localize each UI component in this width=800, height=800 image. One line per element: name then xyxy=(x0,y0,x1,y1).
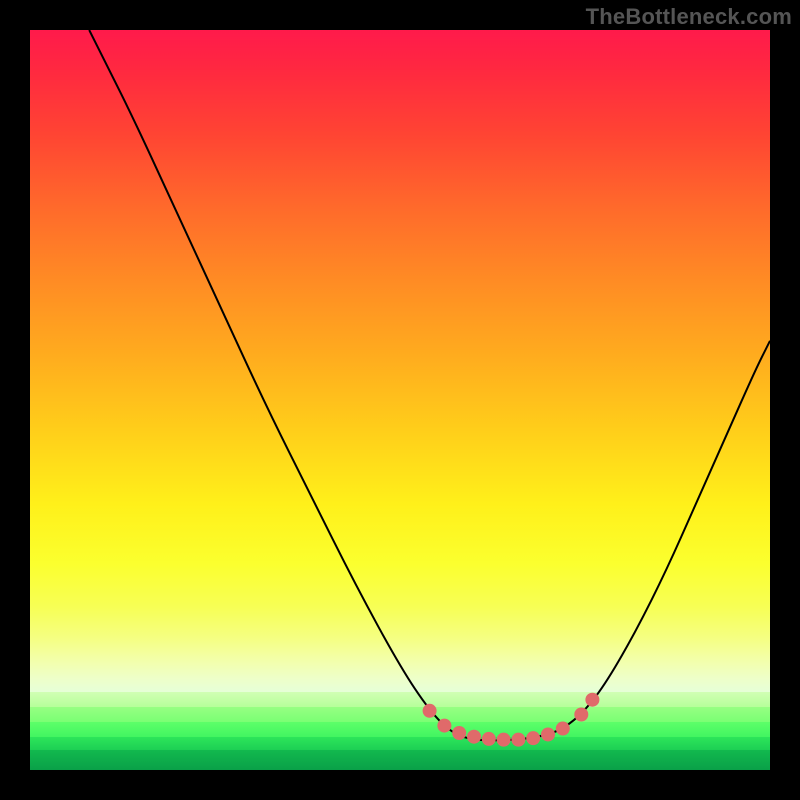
bottleneck-curve xyxy=(30,30,770,770)
marker-dot xyxy=(526,731,540,745)
marker-dot xyxy=(423,704,437,718)
chart-stage: TheBottleneck.com xyxy=(0,0,800,800)
marker-dot xyxy=(574,708,588,722)
marker-dot xyxy=(585,693,599,707)
plot-area xyxy=(30,30,770,770)
watermark-text: TheBottleneck.com xyxy=(586,4,792,30)
marker-dot xyxy=(482,732,496,746)
marker-dot xyxy=(556,722,570,736)
marker-dot xyxy=(452,726,466,740)
series-bottleneck_curve xyxy=(89,30,770,740)
marker-dot xyxy=(437,719,451,733)
marker-dot xyxy=(511,733,525,747)
marker-dot xyxy=(497,733,511,747)
marker-dot xyxy=(541,727,555,741)
marker-dot xyxy=(467,730,481,744)
